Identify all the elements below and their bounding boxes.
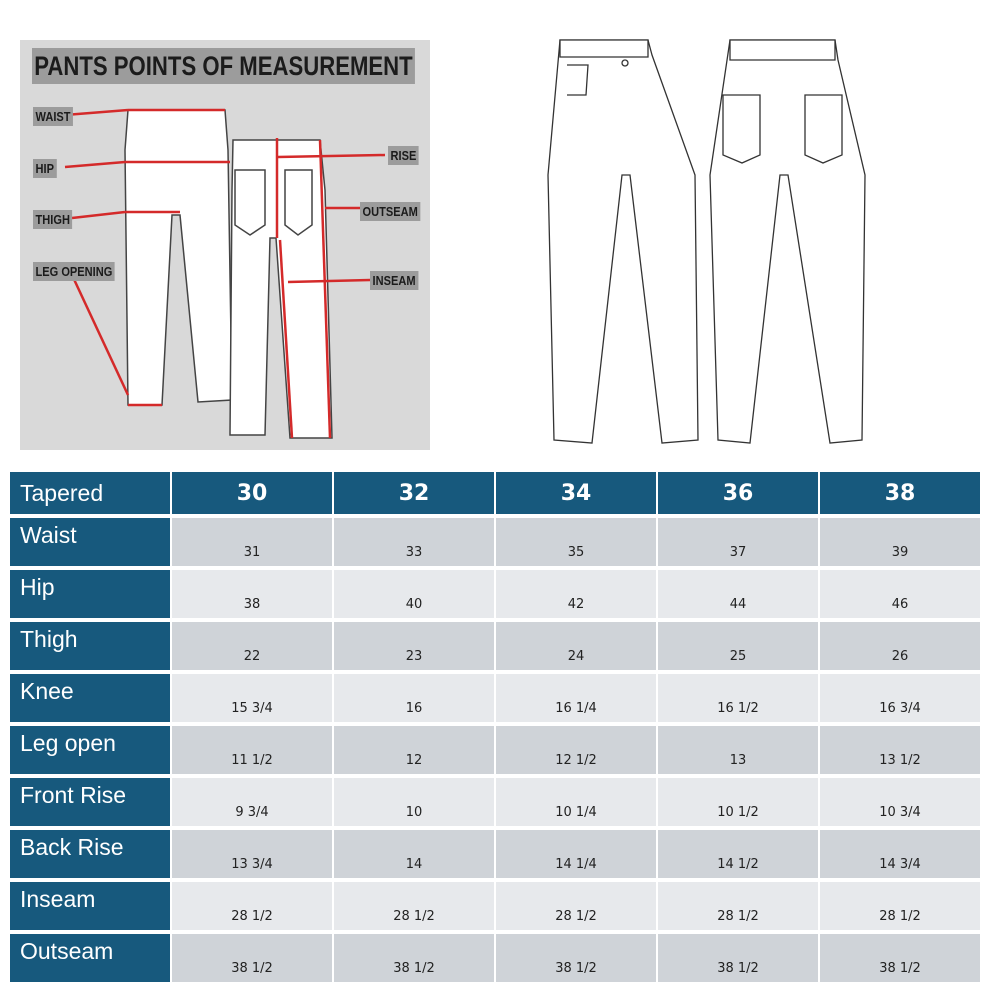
measurement-cell: 38 1/2	[172, 934, 332, 982]
measurement-cell: 24	[496, 622, 656, 670]
measurement-cell: 38 1/2	[658, 934, 818, 982]
measurement-cell: 16 1/4	[496, 674, 656, 722]
measurement-cell: 26	[820, 622, 980, 670]
measurement-cell: 38 1/2	[496, 934, 656, 982]
measurement-cell: 13	[658, 726, 818, 774]
row-label: Leg open	[10, 726, 170, 774]
label-thigh: THIGH	[33, 210, 73, 229]
size-header: 36	[658, 472, 818, 514]
measurement-cell: 10 3/4	[820, 778, 980, 826]
measurement-cell: 28 1/2	[172, 882, 332, 930]
row-label: Hip	[10, 570, 170, 618]
measurement-cell: 13 1/2	[820, 726, 980, 774]
measurement-cell: 28 1/2	[820, 882, 980, 930]
table-row: Back Rise 13 3/4 14 14 1/4 14 1/2 14 3/4	[10, 830, 980, 878]
measurement-cell: 44	[658, 570, 818, 618]
row-label: Waist	[10, 518, 170, 566]
label-waist: WAIST	[33, 107, 74, 126]
row-label: Back Rise	[10, 830, 170, 878]
table-row: Outseam 38 1/2 38 1/2 38 1/2 38 1/2 38 1/2	[10, 934, 980, 982]
measurement-cell: 14 1/4	[496, 830, 656, 878]
size-table: Tapered 30 32 34 36 38 Waist 31 33 35 37 39 Hi…	[8, 468, 982, 986]
size-header: 32	[334, 472, 494, 514]
measurement-cell: 13 3/4	[172, 830, 332, 878]
row-label: Thigh	[10, 622, 170, 670]
measurement-poster: PANTS POINTS OF MEASUREMENT WAIST HIP TH…	[20, 40, 430, 450]
label-inseam: INSEAM	[370, 271, 419, 290]
measurement-cell: 14 1/2	[658, 830, 818, 878]
measurement-cell: 28 1/2	[496, 882, 656, 930]
size-header: 34	[496, 472, 656, 514]
measurement-cell: 38 1/2	[334, 934, 494, 982]
measurement-cell: 33	[334, 518, 494, 566]
table-row: Front Rise 9 3/4 10 10 1/4 10 1/2 10 3/4	[10, 778, 980, 826]
measurement-cell: 12 1/2	[496, 726, 656, 774]
table-row: Thigh 22 23 24 25 26	[10, 622, 980, 670]
pants-sketch-drawing	[547, 39, 866, 444]
measurement-cell: 28 1/2	[658, 882, 818, 930]
label-outseam: OUTSEAM	[360, 202, 421, 221]
label-rise: RISE	[388, 146, 419, 165]
table-row: Knee 15 3/4 16 16 1/4 16 1/2 16 3/4	[10, 674, 980, 722]
row-label: Front Rise	[10, 778, 170, 826]
table-row: Waist 31 33 35 37 39	[10, 518, 980, 566]
measurement-cell: 28 1/2	[334, 882, 494, 930]
measurement-cell: 39	[820, 518, 980, 566]
measurement-cell: 11 1/2	[172, 726, 332, 774]
measurement-cell: 14 3/4	[820, 830, 980, 878]
measurement-cell: 12	[334, 726, 494, 774]
label-leg-opening: LEG OPENING	[33, 262, 115, 281]
row-label: Knee	[10, 674, 170, 722]
measurement-cell: 46	[820, 570, 980, 618]
measurement-cell: 10	[334, 778, 494, 826]
measurement-cell: 16 3/4	[820, 674, 980, 722]
measurement-cell: 40	[334, 570, 494, 618]
table-row: Inseam 28 1/2 28 1/2 28 1/2 28 1/2 28 1/2	[10, 882, 980, 930]
measurement-cell: 38 1/2	[820, 934, 980, 982]
measurement-cell: 25	[658, 622, 818, 670]
table-row: Hip 38 40 42 44 46	[10, 570, 980, 618]
measurement-cell: 23	[334, 622, 494, 670]
measurement-cell: 15 3/4	[172, 674, 332, 722]
measurement-cell: 42	[496, 570, 656, 618]
label-hip: HIP	[33, 159, 57, 178]
measurement-cell: 35	[496, 518, 656, 566]
table-row: Leg open 11 1/2 12 12 1/2 13 13 1/2	[10, 726, 980, 774]
pants-diagram	[64, 108, 386, 439]
measurement-cell: 9 3/4	[172, 778, 332, 826]
poster-title: PANTS POINTS OF MEASUREMENT	[32, 48, 415, 84]
size-header: 38	[820, 472, 980, 514]
measurement-cell: 10 1/4	[496, 778, 656, 826]
row-label: Inseam	[10, 882, 170, 930]
pants-flat-sketch	[530, 35, 880, 450]
table-header-row: Tapered 30 32 34 36 38	[10, 472, 980, 514]
measurement-cell: 22	[172, 622, 332, 670]
table-corner-label: Tapered	[10, 472, 170, 514]
measurement-cell: 38	[172, 570, 332, 618]
measurement-cell: 14	[334, 830, 494, 878]
measurement-cell: 37	[658, 518, 818, 566]
row-label: Outseam	[10, 934, 170, 982]
measurement-cell: 16	[334, 674, 494, 722]
measurement-cell: 31	[172, 518, 332, 566]
measurement-cell: 10 1/2	[658, 778, 818, 826]
measurement-cell: 16 1/2	[658, 674, 818, 722]
size-header: 30	[172, 472, 332, 514]
